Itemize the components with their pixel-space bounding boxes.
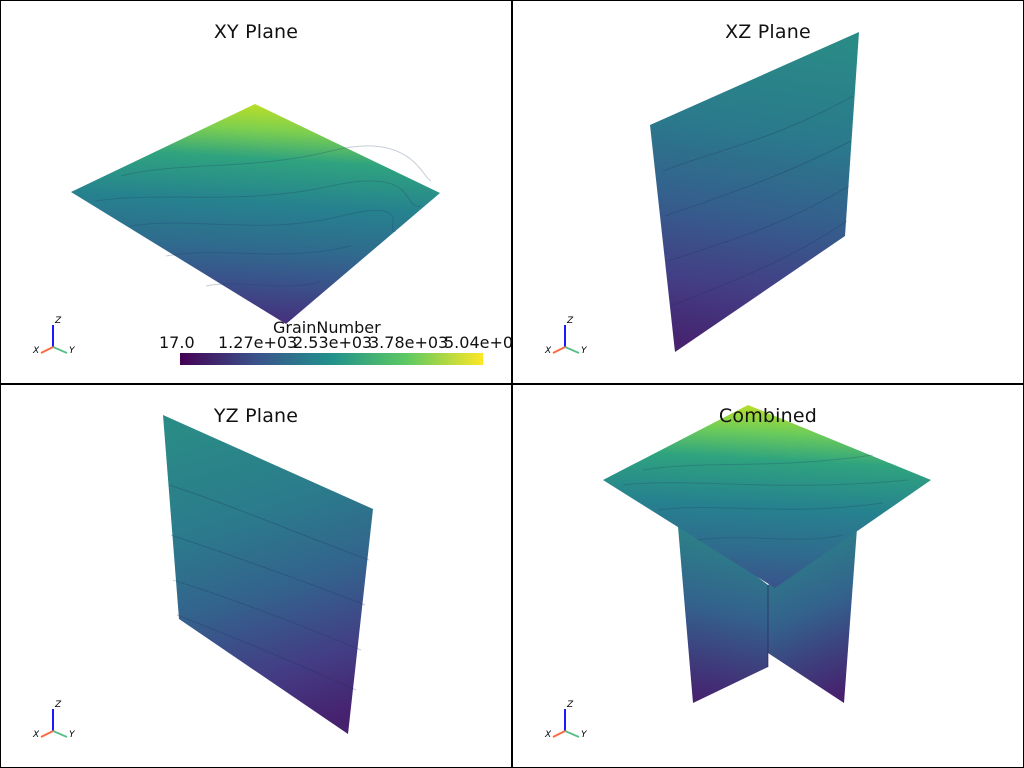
yz-plane-surface — [163, 415, 373, 734]
colorbar-tick: 2.53e+03 — [293, 333, 373, 352]
orientation-axes: Z X Y — [32, 316, 76, 356]
x-axis-label: X — [544, 730, 552, 740]
xz-plane-render — [650, 32, 859, 352]
x-axis-icon — [40, 346, 54, 354]
viewport-title: XY Plane — [213, 21, 299, 43]
xy-plane-surface — [71, 104, 440, 324]
orientation-axes: Z X Y — [544, 316, 588, 356]
frame-border — [0, 0, 1024, 1]
viewport-yz-plane[interactable]: YZ Plane Z X Y — [1, 385, 511, 767]
colorbar-title: GrainNumber — [273, 318, 381, 337]
y-axis-icon — [52, 346, 68, 354]
y-axis-icon — [52, 730, 68, 738]
viewport-title: YZ Plane — [213, 405, 299, 427]
viewport-xz-plane[interactable]: XZ Plane Z X Y — [513, 1, 1023, 383]
viewport-title: XZ Plane — [725, 21, 811, 43]
colorbar-tick: 3.78e+03 — [369, 333, 449, 352]
y-axis-label: Y — [69, 730, 76, 740]
y-axis-icon — [564, 346, 580, 354]
xz-plane-surface — [650, 32, 859, 352]
viewport-xy-plane[interactable]: XY Plane Z X Y GrainNumber 17.0 1.27e+03… — [1, 1, 511, 383]
y-axis-icon — [564, 730, 580, 738]
colorbar-tick: 5.04e+0 — [444, 333, 511, 352]
z-axis-label: Z — [566, 700, 574, 710]
x-axis-label: X — [544, 346, 552, 356]
x-axis-icon — [552, 730, 566, 738]
orientation-axes: Z X Y — [32, 700, 76, 740]
colorbar — [180, 353, 483, 365]
combined-xy-surface — [603, 405, 931, 588]
z-axis-label: Z — [54, 316, 62, 326]
combined-render — [603, 405, 931, 703]
orientation-axes: Z X Y — [544, 700, 588, 740]
combined-xz-surface — [677, 515, 768, 703]
y-axis-label: Y — [69, 346, 76, 356]
x-axis-icon — [552, 346, 566, 354]
colorbar-tick: 17.0 — [159, 333, 195, 352]
colorbar-tick: 1.27e+03 — [218, 333, 298, 352]
frame-border — [0, 0, 1, 768]
yz-plane-render — [163, 415, 373, 734]
combined-yz-surface — [768, 515, 858, 703]
y-axis-label: Y — [581, 730, 588, 740]
y-axis-label: Y — [581, 346, 588, 356]
z-axis-label: Z — [54, 700, 62, 710]
x-axis-label: X — [32, 730, 40, 740]
x-axis-label: X — [32, 346, 40, 356]
z-axis-label: Z — [566, 316, 574, 326]
x-axis-icon — [40, 730, 54, 738]
viewport-combined[interactable]: Combined Z X Y — [513, 385, 1023, 767]
viewport-title: Combined — [718, 405, 818, 427]
horizontal-divider — [0, 383, 1024, 385]
xy-plane-render — [71, 104, 440, 324]
